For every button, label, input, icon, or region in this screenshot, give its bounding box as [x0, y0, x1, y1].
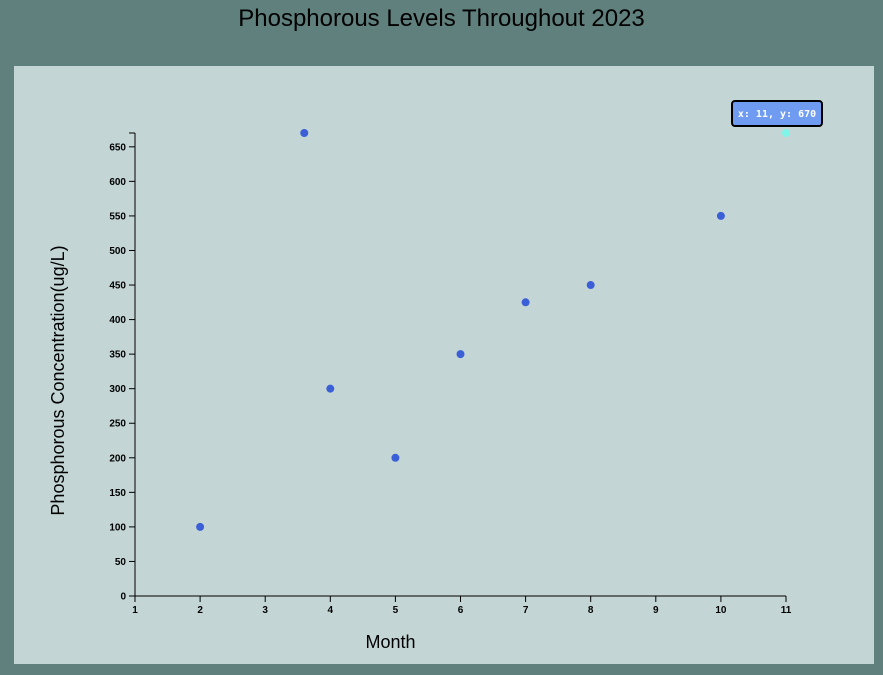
y-tick-label: 200	[109, 453, 126, 464]
data-point	[300, 129, 309, 137]
x-tick-label: 7	[523, 605, 529, 616]
y-tick-label: 400	[109, 315, 126, 326]
x-tick-label: 4	[328, 605, 334, 616]
y-tick-label: 350	[109, 350, 126, 361]
scatter-chart: 1 2 3 4 5 6 7 8 9 10 11 0 50 100 150 200 250 300 350 400 450…	[48, 100, 823, 652]
tooltip-text: x: 11, y: 670	[738, 109, 816, 120]
data-point	[326, 384, 335, 393]
page-title: Phosphorous Levels Throughout 2023	[238, 5, 645, 32]
x-tick-label: 10	[715, 605, 727, 616]
y-tick-label: 450	[109, 281, 126, 292]
tooltip-box	[731, 100, 823, 127]
data-point	[521, 298, 530, 307]
x-tick-label: 11	[781, 605, 792, 616]
x-tick-label: 3	[262, 605, 268, 616]
data-point	[716, 211, 725, 220]
x-tick-label: 6	[458, 605, 464, 616]
y-tick-label: 0	[120, 592, 126, 603]
y-tick-label: 500	[109, 246, 126, 257]
data-point	[391, 453, 400, 462]
data-point	[586, 281, 595, 290]
y-tick-label: 600	[109, 177, 126, 188]
tooltip-layer: x: 11, y: 670	[731, 100, 823, 127]
x-tick-label: 2	[197, 605, 203, 616]
x-axis-title: Month	[365, 632, 415, 652]
x-tick-label: 8	[588, 605, 594, 616]
chart-panel: 1 2 3 4 5 6 7 8 9 10 11 0 50 100 150 200 250 300 350 400 450…	[14, 66, 874, 664]
y-tick-label: 550	[109, 211, 126, 222]
y-tick-label: 100	[109, 522, 126, 533]
axes-layer: 1 2 3 4 5 6 7 8 9 10 11 0 50 100 150 200 250 300 350 400 450…	[109, 132, 792, 616]
y-tick-label: 50	[115, 557, 127, 568]
points-layer	[196, 129, 790, 531]
data-point	[456, 350, 465, 359]
x-tick-label: 5	[393, 605, 399, 616]
y-tick-label: 150	[109, 488, 126, 499]
data-point	[196, 522, 205, 531]
data-point-highlighted	[782, 129, 790, 137]
y-tick-label: 650	[109, 142, 126, 153]
x-tick-label: 1	[132, 605, 138, 616]
y-tick-label: 300	[109, 384, 126, 395]
y-tick-label: 250	[109, 419, 126, 430]
x-tick-label: 9	[653, 605, 659, 616]
y-axis-title: Phosphorous Concentration(ug/L)	[48, 245, 68, 515]
